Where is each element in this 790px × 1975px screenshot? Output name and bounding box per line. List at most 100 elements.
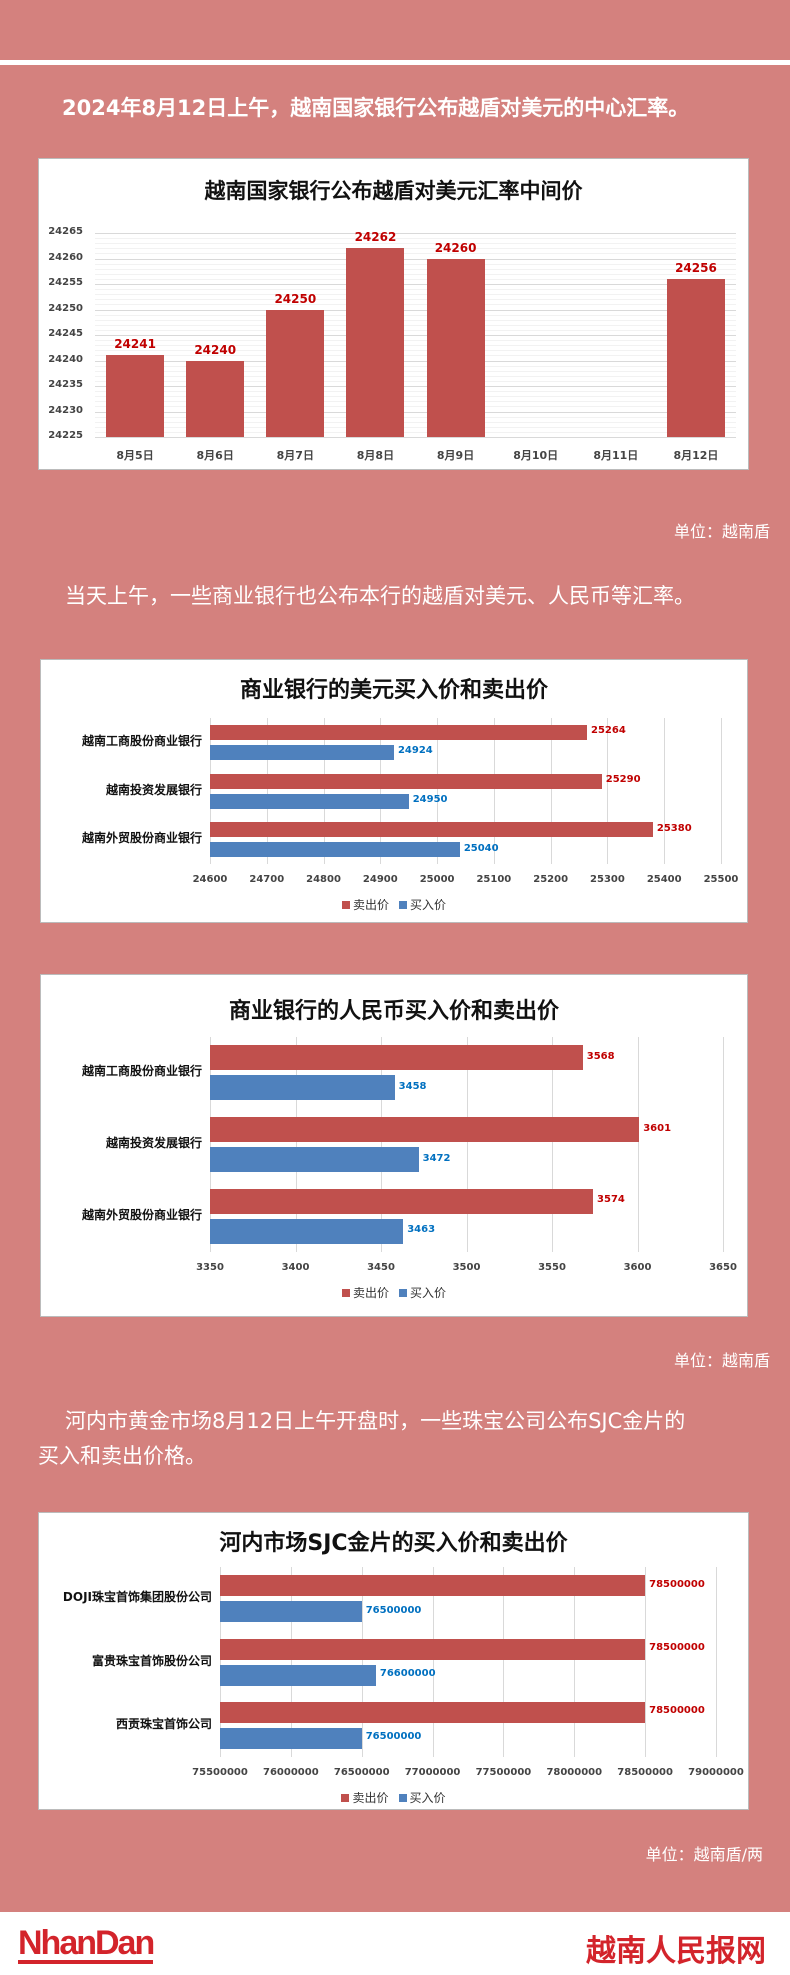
x-tick-label: 77500000 — [475, 1767, 532, 1778]
gridline — [220, 1567, 221, 1757]
divider — [0, 60, 790, 65]
x-tick-label: 3550 — [538, 1262, 566, 1273]
x-tick-label: 8月9日 — [436, 449, 475, 462]
gridline — [95, 268, 736, 270]
bar — [346, 248, 405, 437]
bar — [210, 1218, 404, 1244]
x-tick-label: 79000000 — [688, 1767, 744, 1778]
legend-swatch — [341, 1794, 350, 1802]
x-tick-label: 24900 — [362, 874, 398, 885]
x-tick-label: 8月11日 — [593, 449, 639, 462]
chart-title: 河内市场SJC金片的买入价和卖出价 — [219, 1531, 568, 1556]
gridline — [95, 243, 736, 245]
bar — [210, 724, 587, 740]
bar — [220, 1638, 646, 1660]
gridline — [95, 294, 736, 296]
gridline — [210, 1037, 211, 1252]
gridline — [723, 1037, 724, 1252]
gridline — [323, 718, 325, 864]
data-label: 24260 — [434, 240, 477, 255]
gridline — [381, 1037, 382, 1252]
bar — [220, 1727, 362, 1749]
bar — [210, 1045, 583, 1071]
legend: 卖出价 买入价 — [41, 1284, 747, 1301]
bar — [210, 842, 460, 858]
chart-usd-bank: 商业银行的美元买入价和卖出价 24600 24700 24800 24900 25000 2… — [40, 659, 748, 923]
site-name-logo[interactable]: 越南人民报网 — [586, 1934, 766, 1969]
gridline — [95, 360, 736, 362]
category-label: 越南外贸股份商业银行 — [81, 1207, 202, 1222]
x-tick-label: 25400 — [646, 874, 682, 885]
gridline — [95, 355, 736, 357]
gridline — [95, 396, 736, 398]
x-tick-label: 76500000 — [333, 1767, 390, 1778]
gridline — [432, 1567, 434, 1757]
data-label: 24250 — [274, 291, 317, 306]
data-label: 24262 — [354, 230, 397, 245]
gridline — [552, 1037, 553, 1252]
legend: 卖出价 买入价 — [41, 896, 747, 913]
legend-label: 买入价 — [410, 898, 447, 912]
gridline — [607, 718, 609, 864]
gridline — [95, 258, 736, 260]
intro-text-3-line1: 河内市黄金市场8月12日上午开盘时，一些珠宝公司公布SJC金片的 — [65, 1409, 686, 1433]
data-label: 76500000 — [365, 1731, 422, 1743]
chart-cny-bank: 商业银行的人民币买入价和卖出价 3350 3400 3450 3500 3550 3600 3… — [40, 974, 748, 1317]
data-label: 24256 — [675, 260, 717, 275]
gridline — [95, 375, 736, 377]
data-label: 78500000 — [649, 1642, 705, 1653]
x-tick-label: 8月8日 — [356, 449, 395, 462]
y-tick-label: 24260 — [48, 251, 83, 263]
gridline — [95, 253, 736, 255]
unit-label-1: 单位：越南盾 — [673, 522, 770, 541]
gridline — [95, 411, 736, 413]
gridline — [95, 437, 736, 438]
data-label: 3463 — [407, 1224, 436, 1236]
gridline — [361, 1567, 363, 1757]
chart-title: 商业银行的人民币买入价和卖出价 — [228, 999, 559, 1024]
x-tick-label: 8月12日 — [673, 449, 719, 462]
gridline — [637, 1037, 639, 1252]
chart-sjc-gold: 河内市场SJC金片的买入价和卖出价 75500000 76000000 7650000… — [38, 1512, 749, 1810]
data-label: 3458 — [398, 1080, 427, 1092]
data-label: 3472 — [422, 1152, 451, 1164]
chart-title: 越南国家银行公布越盾对美元汇率中间价 — [204, 179, 583, 203]
bar — [220, 1701, 646, 1723]
data-label: 3574 — [597, 1194, 625, 1206]
x-tick-label: 3350 — [196, 1262, 224, 1273]
y-tick-label: 24245 — [48, 328, 83, 339]
category-label: 越南工商股份商业银行 — [81, 1064, 202, 1079]
x-tick-label: 24800 — [306, 874, 341, 885]
bar — [210, 744, 394, 760]
x-tick-label: 25200 — [533, 874, 569, 885]
gridline — [380, 718, 382, 864]
legend-item-sell: 卖出价 — [341, 1284, 389, 1301]
gridline — [95, 350, 736, 352]
gridline — [95, 335, 736, 336]
gridline — [266, 718, 268, 864]
gridline — [95, 314, 736, 316]
data-label: 25290 — [605, 774, 641, 785]
nhandan-logo[interactable]: NhanDan — [18, 1924, 155, 1964]
gridline — [95, 273, 736, 275]
gridline — [95, 421, 736, 423]
gridline — [95, 299, 736, 301]
gridline — [574, 1567, 576, 1757]
y-tick-label: 24230 — [48, 404, 83, 416]
gridline — [95, 238, 736, 240]
bar — [426, 258, 485, 437]
gridline — [95, 324, 736, 326]
gridline — [437, 718, 439, 864]
legend-label: 买入价 — [409, 1791, 446, 1805]
y-tick-label: 24225 — [48, 430, 83, 441]
gridline — [95, 380, 736, 382]
data-label: 78500000 — [649, 1705, 705, 1717]
x-tick-label: 8月7日 — [276, 449, 314, 462]
x-tick-label: 8月6日 — [196, 449, 234, 462]
bar — [210, 1075, 395, 1101]
x-tick-label: 24600 — [192, 874, 228, 885]
gridline — [95, 329, 736, 331]
category-label: 西贡珠宝首饰公司 — [115, 1716, 212, 1731]
gridline — [95, 391, 736, 393]
x-tick-label: 78500000 — [617, 1767, 673, 1778]
